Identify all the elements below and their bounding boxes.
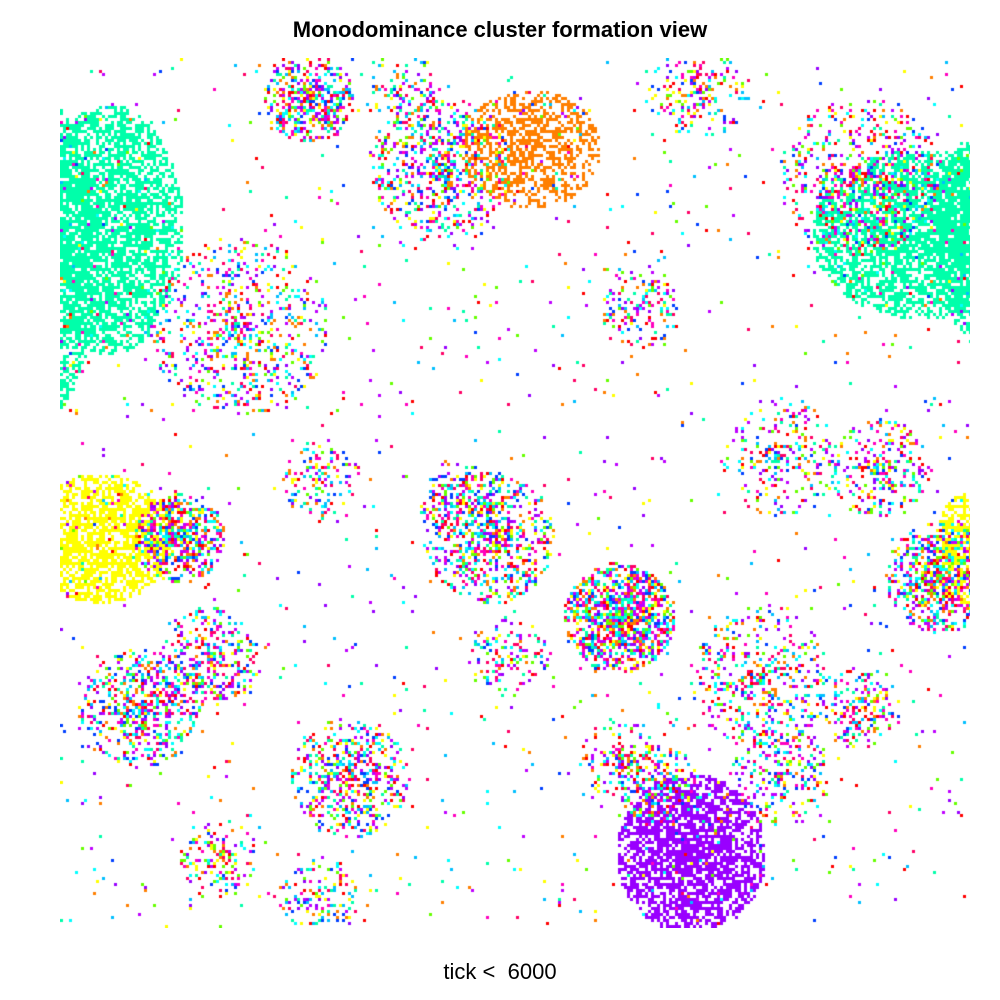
tick-label: tick < 6000 — [443, 959, 557, 984]
simulation-grid — [60, 58, 970, 928]
species-cell-canvas — [60, 58, 970, 928]
page-title: Monodominance cluster formation view — [292, 17, 708, 42]
